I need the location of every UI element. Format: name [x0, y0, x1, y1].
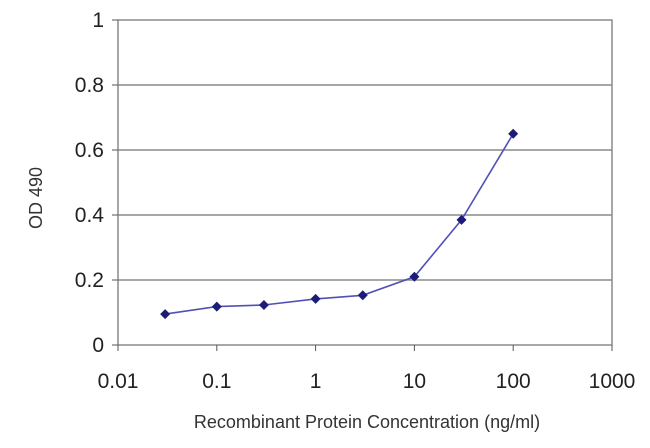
- y-tick-label: 1: [92, 9, 104, 32]
- data-point: [409, 271, 420, 282]
- data-point: [357, 290, 368, 301]
- x-tick-label: 10: [403, 370, 426, 393]
- y-axis-ticks: 0 0.2 0.4 0.6 0.8 1: [75, 9, 118, 357]
- plot-area-frame: [117, 19, 613, 346]
- x-tick-label: 1000: [589, 370, 636, 393]
- data-point: [211, 301, 222, 312]
- x-tick-label: 0.1: [202, 370, 231, 393]
- x-axis-label: Recombinant Protein Concentration (ng/ml…: [194, 412, 540, 432]
- y-tick-label: 0.2: [75, 269, 104, 292]
- y-axis-label: OD 490: [26, 167, 46, 229]
- data-point: [456, 214, 467, 225]
- data-point: [160, 309, 171, 320]
- x-tick-label: 0.01: [98, 370, 139, 393]
- x-tick-label: 1: [310, 370, 322, 393]
- y-tick-label: 0.8: [75, 74, 104, 97]
- x-axis-ticks: 0.01 0.1 1 10 100 1000: [98, 345, 636, 393]
- data-point: [508, 128, 519, 139]
- data-point: [258, 300, 269, 311]
- series-group: [160, 128, 519, 320]
- gridlines: [118, 84, 612, 281]
- x-tick-label: 100: [496, 370, 531, 393]
- y-tick-label: 0.6: [75, 139, 104, 162]
- y-tick-label: 0.4: [75, 204, 105, 227]
- y-tick-label: 0: [92, 334, 104, 357]
- data-point: [310, 293, 321, 304]
- series-line: [164, 133, 514, 315]
